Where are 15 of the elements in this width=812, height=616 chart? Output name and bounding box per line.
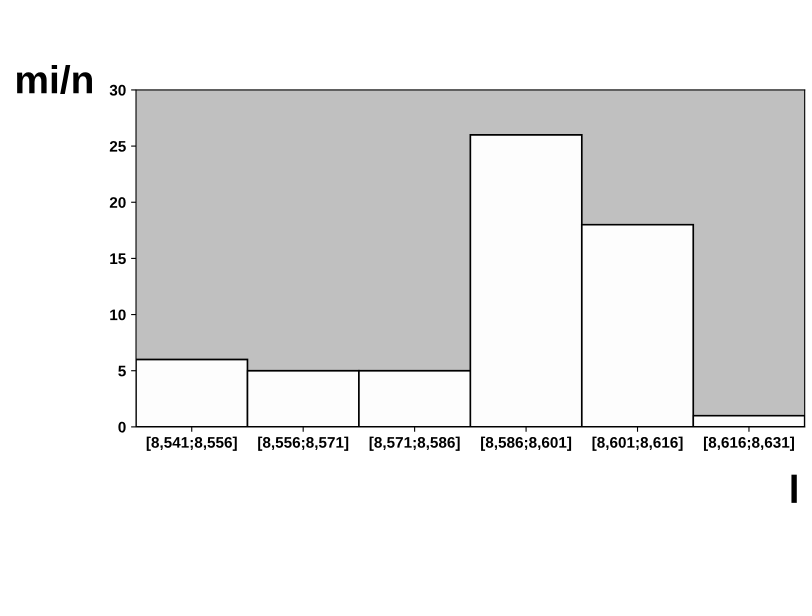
y-tick-label: 5 [118, 366, 126, 376]
y-tick-label: 15 [110, 253, 126, 264]
x-axis-title: l [791, 474, 797, 503]
y-tick-label: 10 [110, 309, 126, 320]
y-tick-label: 25 [110, 140, 126, 152]
x-tick-label: [8,556;8,571] [258, 436, 348, 451]
x-tick-label: [8,571;8,586] [370, 436, 460, 451]
x-tick-label: [8,586;8,601] [481, 436, 572, 451]
y-tick-label: 30 [110, 84, 126, 96]
x-tick-label: [8,541;8,556] [146, 436, 237, 451]
y-tick-label: 20 [110, 197, 126, 208]
x-tick-label: [8,601;8,616] [592, 436, 683, 451]
x-tick-label: [8,616;8,631] [704, 436, 794, 451]
y-tick-label: 0 [118, 422, 126, 433]
y-axis-title: mi/n [17, 65, 92, 94]
